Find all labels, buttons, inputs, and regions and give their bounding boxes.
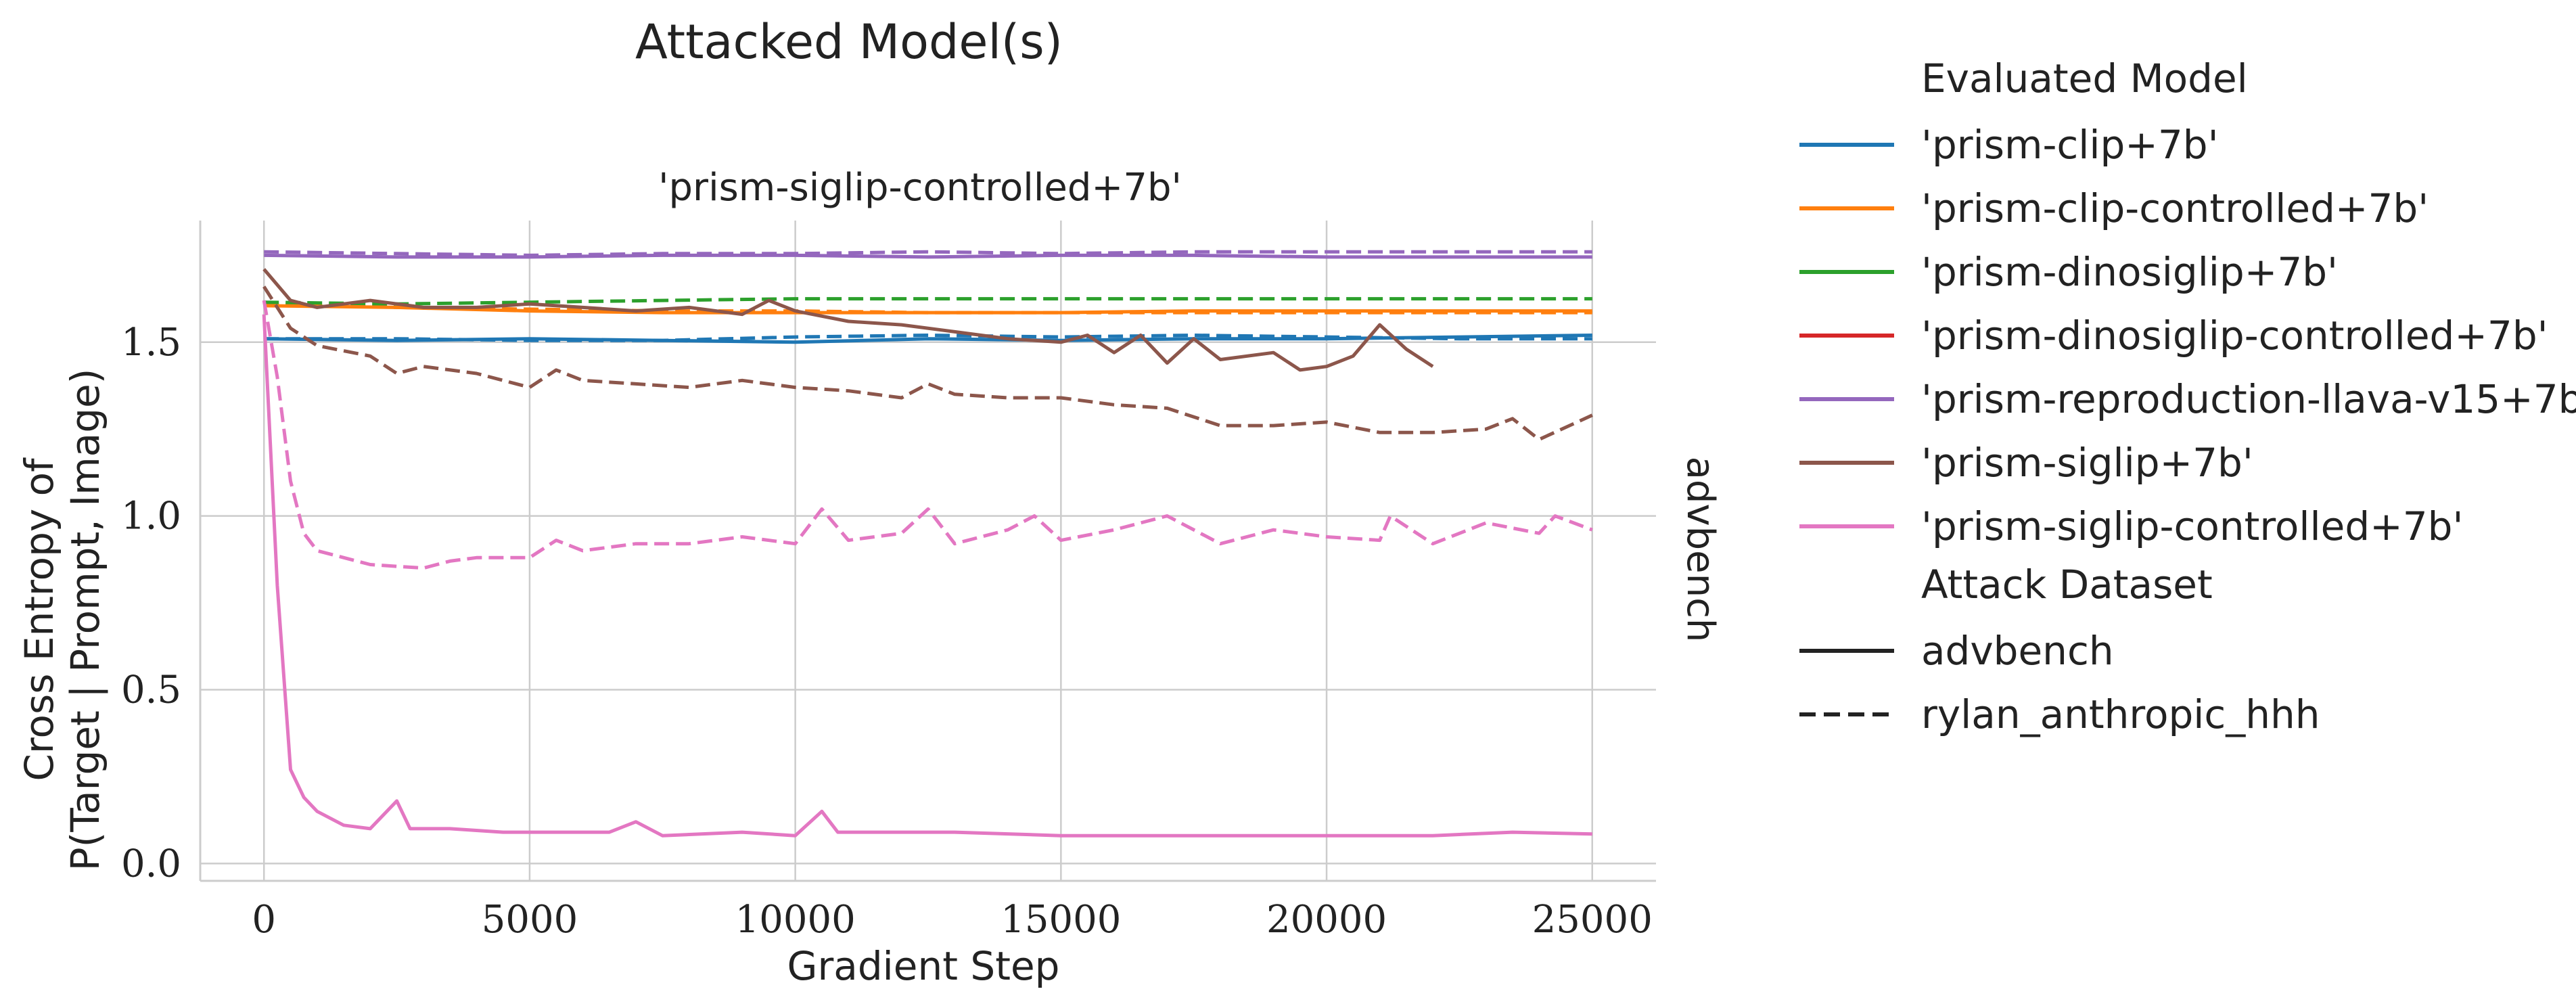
y-axis-label-line-2: P(Target | Prompt, Image) — [62, 369, 108, 871]
series-line — [262, 300, 1593, 570]
y-tick-label: 0.5 — [121, 668, 181, 712]
series-line — [264, 297, 1592, 306]
x-tick-label: 20000 — [1266, 898, 1387, 942]
axes — [199, 221, 1656, 882]
series-lines — [262, 250, 1593, 838]
grid-lines — [200, 221, 1656, 881]
legend-entry-label: rylan_anthropic_hhh — [1921, 691, 2320, 737]
figure-title: Attacked Model(s) — [635, 14, 1063, 70]
y-axis-label-line-1: Cross Entropy of — [16, 457, 62, 781]
legend-entry-label: advbench — [1921, 628, 2114, 674]
legend: Evaluated Model 'prism-clip+7b' 'prism-cl… — [1799, 55, 2576, 737]
legend-entry-label: 'prism-clip-controlled+7b' — [1921, 185, 2429, 231]
series-line — [262, 268, 1434, 372]
facet-row-label: advbench — [1678, 457, 1722, 643]
legend-model-title: Evaluated Model — [1921, 55, 2248, 101]
series-line — [262, 285, 1593, 442]
legend-dataset-title: Attack Dataset — [1921, 562, 2213, 608]
y-tick-label: 1.0 — [121, 495, 181, 539]
x-tick-label: 5000 — [482, 898, 578, 942]
y-tick-label: 0.0 — [121, 842, 181, 886]
y-tick-label: 1.5 — [121, 321, 181, 365]
series-line — [264, 302, 1592, 315]
series-line — [264, 250, 1592, 257]
series-line — [262, 314, 1592, 838]
legend-entry-label: 'prism-siglip-controlled+7b' — [1921, 503, 2463, 549]
x-tick-label: 10000 — [735, 898, 856, 942]
x-tick-label: 15000 — [1001, 898, 1121, 942]
x-axis-label: Gradient Step — [787, 943, 1060, 989]
legend-entry-label: 'prism-dinosiglip+7b' — [1921, 249, 2338, 295]
legend-entry-label: 'prism-clip+7b' — [1921, 122, 2219, 168]
legend-entry-label: 'prism-dinosiglip-controlled+7b' — [1921, 313, 2548, 359]
x-tick-label: 25000 — [1532, 898, 1653, 942]
legend-entry-label: 'prism-reproduction-llava-v15+7b' — [1921, 376, 2576, 422]
series-line — [264, 253, 1592, 259]
x-tick-label: 0 — [252, 898, 276, 942]
tick-labels: 0 5000 10000 15000 20000 25000 0.0 0.5 1.0 1.5 — [121, 321, 1653, 942]
legend-entry-label: 'prism-siglip+7b' — [1921, 440, 2253, 486]
facet-title: 'prism-siglip-controlled+7b' — [658, 166, 1182, 210]
